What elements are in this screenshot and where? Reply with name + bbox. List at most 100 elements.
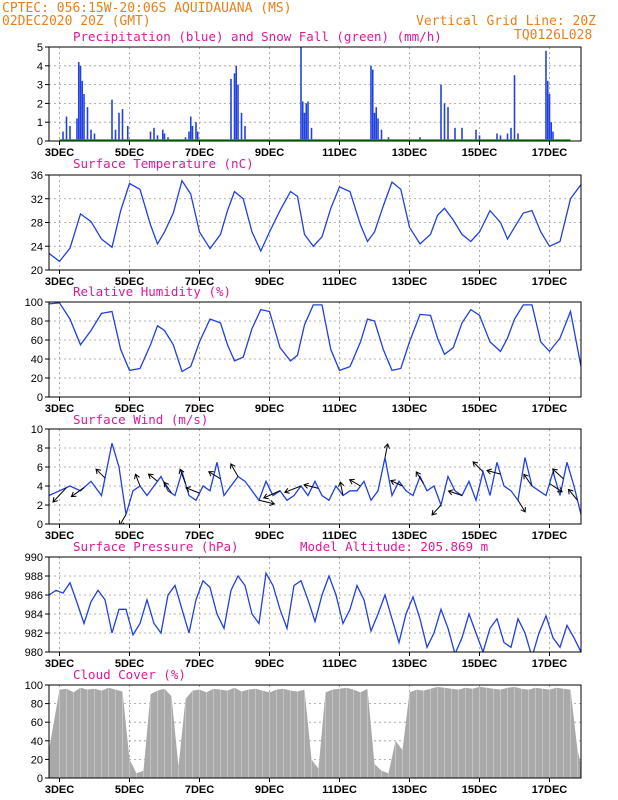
y-tick-label: 8 [37,443,43,455]
wind-vector-head [486,468,492,475]
y-tick-label: 988 [25,571,43,583]
precip-bar [513,75,516,141]
wind-vector-head [163,481,170,488]
y-tick-label: 0 [37,392,43,404]
wind-vector-head [447,489,454,496]
precip-bar [149,131,152,141]
plot-frame-cloud-cover [48,684,582,779]
precip-bar [373,112,376,141]
wind-vector-head [523,473,529,480]
x-tick-label: 9DEC [255,530,284,542]
x-tick-label: 13DEC [392,403,428,415]
x-tick-label: 17DEC [532,784,568,796]
wind-vector-shaft [71,487,85,497]
series-line-wind [49,443,581,515]
plot-frame-wind [48,428,582,525]
wind-vector-shaft [148,473,158,482]
x-tick-label: 7DEC [185,276,214,288]
x-tick-label: 17DEC [532,658,568,670]
wind-vector-head [557,486,563,493]
precip-bar [310,127,313,141]
wind-vector-shaft [472,461,484,473]
wind-vector-head [431,509,437,516]
x-tick-label: 11DEC [322,276,357,288]
x-tick-label: 7DEC [185,530,214,542]
x-tick-label: 5DEC [115,147,144,159]
y-tick-label: 0 [37,773,43,785]
plot-area-cloud-cover [49,686,581,778]
y-tick-label: 4 [37,481,43,493]
y-tick-label: 0 [37,519,43,531]
precip-bar [380,129,383,141]
wind-vector-head [185,486,191,493]
precip-bar [443,103,446,141]
precip-bar [76,118,78,141]
title-wind: Surface Wind (m/s) [73,412,208,427]
title-cloud-cover: Cloud Cover (%) [73,667,186,682]
panel-humidity: 0 20 40 60 80 100 3DEC 5DEC 7DEC 9DEC 11DEC 13DEC 15… [25,297,582,415]
precip-bar [499,135,502,141]
x-tick-label: 15DEC [462,658,498,670]
wind-vector-shaft [303,484,319,489]
wind-vector-shaft [185,487,200,494]
precip-bar [375,107,378,141]
wind-vector-shaft [263,490,281,499]
precip-bar [235,65,238,141]
wind-vector-head [348,479,355,485]
series-line-pressure [49,571,581,652]
y-tick-label: 2 [37,500,43,512]
y-tick-label: 32 [31,194,43,206]
x-tick-label: 17DEC [532,403,568,415]
wind-vector-head [283,487,290,494]
precip-bar [237,84,239,141]
precip-bar [81,80,84,141]
precip-bar [244,125,246,141]
x-tick-label: 3DEC [45,147,74,159]
series-line-temperature [49,179,581,263]
x-tick-label: 3DEC [45,658,74,670]
precip-bar [475,129,477,141]
wind-vector-head [338,481,345,487]
wind-vector-head [472,461,479,467]
x-tick-label: 3DEC [45,276,74,288]
y-tick-label: 984 [25,609,43,621]
precip-bar [550,122,553,141]
panel-pressure: 980 982 984 986 988 990 3DEC 5DEC 7DEC 9DEC 11DEC 1… [25,552,582,670]
precip-bar [510,127,512,141]
y-tick-label: 20 [31,754,43,766]
x-tick-label: 15DEC [462,403,498,415]
precip-bar [77,62,80,141]
wind-vector-head [520,506,526,513]
x-tick-label: 9DEC [255,403,284,415]
precip-bar [440,84,442,141]
precip-bar [196,131,199,141]
title-humidity: Relative Humidity (%) [73,284,231,299]
wind-vector-shaft [208,471,221,480]
subtitle-model-altitude: Model Altitude: 205.869 m [300,539,488,554]
x-tick-label: 13DEC [392,147,428,159]
precip-bar [419,137,421,141]
precip-bar [69,125,71,141]
precip-bar [188,131,190,141]
wind-vector-shaft [415,471,424,484]
precip-bar [233,73,236,141]
precip-bar [301,101,304,141]
x-tick-label: 9DEC [255,147,284,159]
precip-bar [189,116,192,141]
y-tick-label: 80 [31,316,43,328]
plot-area-temperature [49,179,581,263]
x-tick-label: 11DEC [322,147,357,159]
precip-bar [546,80,549,141]
title-temperature: Surface Temperature (nC) [73,156,254,171]
header-grid-note: Vertical Grid Line: 20Z [416,14,596,29]
y-tick-label: 40 [31,354,43,366]
precip-bar [62,131,64,141]
x-tick-label: 5DEC [115,276,144,288]
wind-vector-shaft [568,489,578,501]
x-tick-label: 17DEC [532,147,568,159]
precip-bar [240,112,243,141]
plot-frame-pressure [48,556,582,653]
precip-bar [184,137,187,141]
wind-vector-head [567,488,574,495]
wind-vector-shaft [486,470,501,475]
